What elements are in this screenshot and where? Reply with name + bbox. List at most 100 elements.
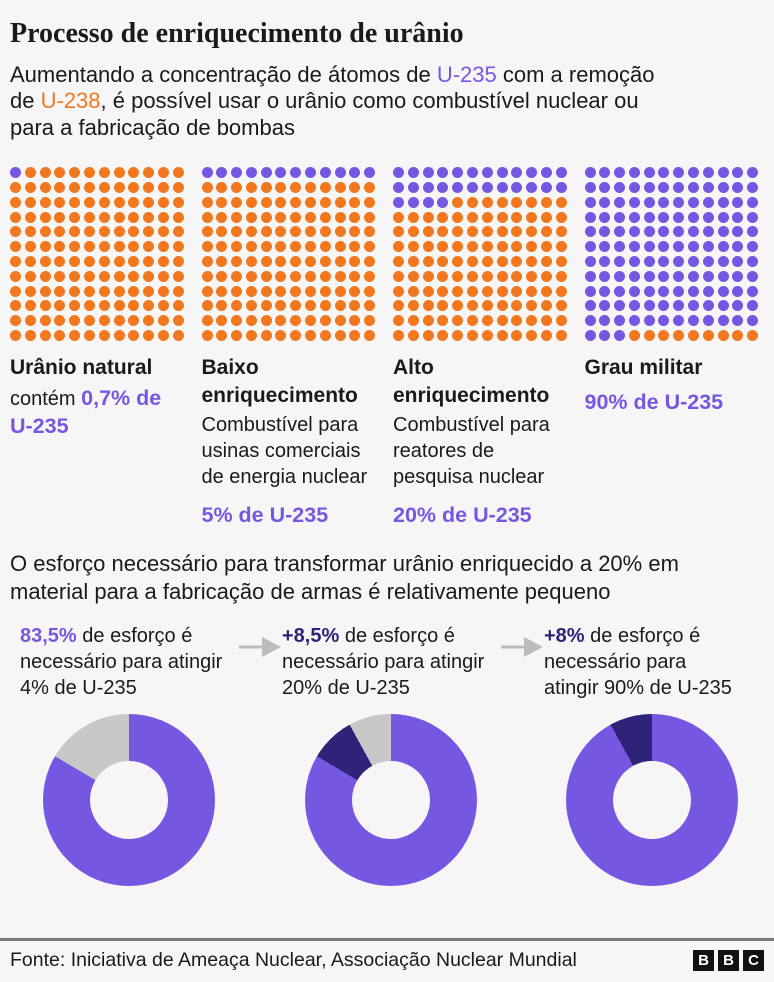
u235-dot: [643, 315, 655, 327]
u238-dot: [290, 315, 302, 327]
u238-dot: [231, 226, 243, 238]
u235-dot: [614, 226, 626, 238]
u235-dot: [437, 167, 449, 179]
u238-dot: [319, 241, 331, 253]
u235-dot: [673, 300, 685, 312]
u235-dot: [643, 181, 655, 193]
u238-dot: [275, 211, 287, 223]
u238-dot: [54, 255, 66, 267]
u235-dot: [231, 167, 243, 179]
u235-dot: [511, 167, 523, 179]
u238-dot: [172, 226, 184, 238]
u238-dot: [113, 196, 125, 208]
u238-dot: [422, 315, 434, 327]
u235-dot: [466, 167, 478, 179]
u238-dot: [540, 300, 552, 312]
u238-dot: [245, 300, 257, 312]
donut-chart: [305, 713, 477, 886]
u238-dot: [245, 255, 257, 267]
u238-dot: [290, 255, 302, 267]
u235-dot: [688, 167, 700, 179]
u235-dot: [673, 196, 685, 208]
u235-dot: [290, 167, 302, 179]
u238-dot: [275, 255, 287, 267]
u235-dot: [747, 270, 759, 282]
u235-dot: [393, 196, 404, 208]
u238-dot: [290, 300, 302, 312]
u238-dot: [540, 315, 552, 327]
bbc-logo-letter: C: [743, 950, 764, 971]
u238-dot: [143, 196, 155, 208]
u238-dot: [496, 211, 508, 223]
page-title: Processo de enriquecimento de urânio: [10, 18, 464, 49]
u235-dot: [584, 241, 596, 253]
u238-dot: [54, 300, 66, 312]
u235-dot: [732, 300, 744, 312]
u238-dot: [24, 300, 36, 312]
u238-dot: [275, 329, 287, 341]
u238-dot: [526, 255, 538, 267]
u238-dot: [10, 211, 21, 223]
u238-dot: [10, 270, 21, 282]
u238-dot: [511, 300, 523, 312]
u238-dot: [24, 285, 36, 297]
u238-dot: [540, 211, 552, 223]
u238-dot: [69, 226, 81, 238]
u238-dot: [83, 167, 95, 179]
subtitle: Aumentando a concentração de átomos de U…: [10, 62, 665, 141]
u235-dot: [717, 241, 729, 253]
u238-dot: [113, 167, 125, 179]
waffle-chart: [201, 167, 376, 341]
u238-dot: [319, 329, 331, 341]
u235-dot: [717, 285, 729, 297]
u235-dot: [393, 167, 404, 179]
u238-dot: [452, 196, 464, 208]
u238-dot: [201, 226, 213, 238]
u238-dot: [422, 211, 434, 223]
u238-dot: [364, 241, 376, 253]
u238-dot: [526, 315, 538, 327]
u238-dot: [717, 329, 729, 341]
u238-dot: [201, 181, 213, 193]
u238-dot: [113, 241, 125, 253]
u238-dot: [437, 211, 449, 223]
u238-dot: [157, 255, 169, 267]
u238-dot: [143, 181, 155, 193]
u238-dot: [231, 329, 243, 341]
u238-dot: [172, 285, 184, 297]
u238-dot: [216, 241, 228, 253]
u238-dot: [511, 226, 523, 238]
u238-dot: [364, 181, 376, 193]
u235-dot: [688, 285, 700, 297]
u235-dot: [717, 226, 729, 238]
u235-dot: [643, 285, 655, 297]
u238-dot: [201, 300, 213, 312]
u235-dot: [643, 196, 655, 208]
u235-dot: [702, 181, 714, 193]
donut-hole: [352, 760, 430, 839]
u238-dot: [69, 181, 81, 193]
stage-value: 5% de U-235: [201, 503, 329, 528]
u238-dot: [334, 255, 346, 267]
u238-dot: [24, 241, 36, 253]
u235-dot: [643, 270, 655, 282]
u238-dot: [393, 211, 404, 223]
u235-dot: [658, 181, 670, 193]
donut-chart: [43, 713, 215, 886]
u238-dot: [496, 300, 508, 312]
u235-dot: [540, 181, 552, 193]
u235-dot: [628, 315, 640, 327]
u235-dot: [673, 285, 685, 297]
u238-dot: [364, 255, 376, 267]
u238-dot: [393, 255, 404, 267]
subtitle-segment: com a remoção de: [10, 62, 655, 114]
u235-dot: [673, 181, 685, 193]
u238-dot: [555, 300, 567, 312]
u238-dot: [555, 241, 567, 253]
u235-dot: [628, 211, 640, 223]
stage-label: Alto enriquecimento Combustível para reat…: [393, 354, 571, 530]
u238-dot: [260, 255, 272, 267]
u235-dot: [702, 167, 714, 179]
u235-dot: [275, 167, 287, 179]
